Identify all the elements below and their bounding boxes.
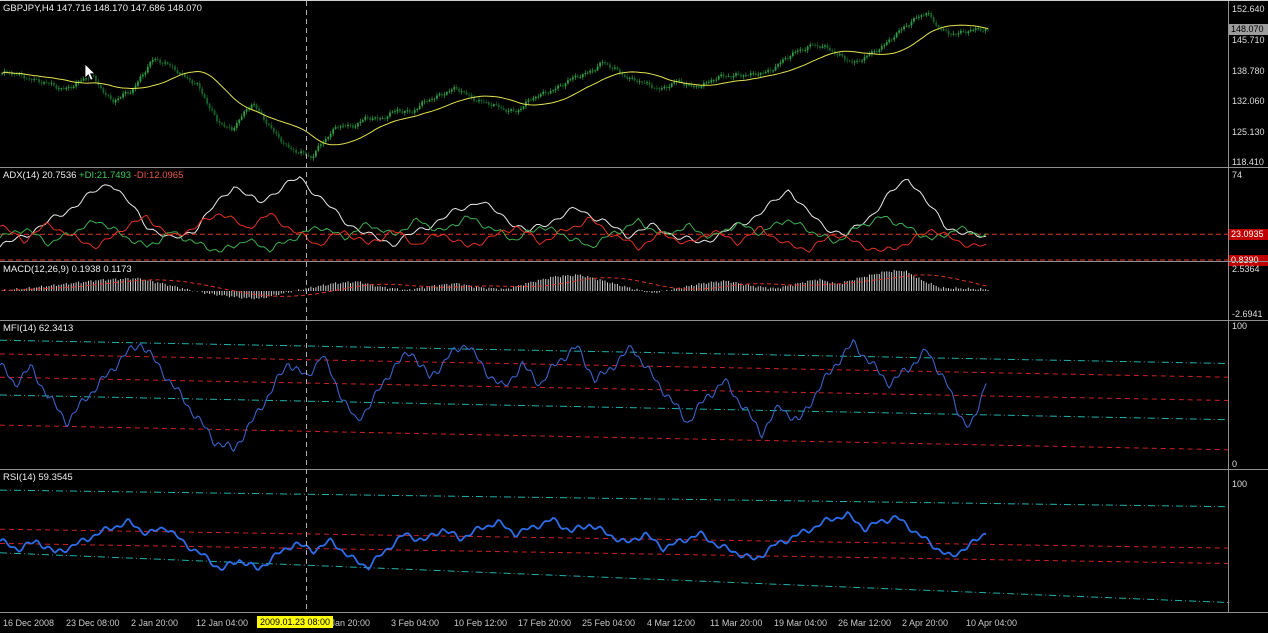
time-label: 2 Apr 20:00 — [902, 618, 949, 628]
time-label: 2 Jan 20:00 — [131, 618, 179, 628]
time-label: 19 Mar 04:00 — [774, 618, 828, 628]
scale-label: 100 — [1232, 321, 1248, 332]
scale-separator — [1228, 0, 1229, 612]
scale-label: 125.130 — [1232, 126, 1265, 137]
level-badge: 0.8390 — [1229, 255, 1268, 267]
scale-label: 145.710 — [1232, 34, 1265, 45]
scale-label: 132.060 — [1232, 95, 1265, 106]
time-label: 4 Mar 12:00 — [647, 618, 696, 628]
scale-label: 118.410 — [1232, 156, 1264, 167]
panel-separator[interactable] — [0, 261, 1268, 262]
price-chart-canvas[interactable] — [0, 1, 1228, 167]
selected-time-label: 2009.01.23 08:00 — [257, 616, 334, 628]
time-label: 17 Feb 20:00 — [518, 618, 572, 628]
axis-separator — [0, 612, 1268, 613]
macd-label: MACD(12,26,9) 0.1938 0.1173 — [3, 264, 132, 275]
scale-label: 0 — [1232, 458, 1238, 469]
mfi-label: MFI(14) 62.3413 — [3, 323, 74, 334]
scale-label: 152.640 — [1232, 3, 1265, 14]
time-axis[interactable]: 16 Dec 2008 23 Dec 08:00 2 Jan 20:00 12 Jan… — [0, 613, 1268, 633]
rsi-indicator-panel[interactable]: RSI(14) 59.3545 — [0, 470, 1228, 612]
time-label: 12 Jan 04:00 — [196, 618, 249, 628]
adx-indicator-panel[interactable]: ADX(14) 20.7536 +DI:21.7493 -DI:12.0965 — [0, 168, 1228, 261]
level-badge: 23.0935 — [1229, 229, 1268, 241]
scale-label: 100 — [1232, 479, 1248, 490]
mfi-canvas[interactable] — [0, 321, 1228, 469]
rsi-canvas[interactable] — [0, 470, 1228, 612]
adx-canvas[interactable] — [0, 168, 1228, 261]
adx-main-value: ADX(14) 20.7536 — [3, 170, 77, 181]
panel-separator[interactable] — [0, 469, 1268, 470]
macd-indicator-panel[interactable]: MACD(12,26,9) 0.1938 0.1173 — [0, 262, 1228, 320]
adx-plus-di-value: +DI:21.7493 — [76, 170, 132, 181]
crosshair-vertical-line[interactable] — [306, 1, 307, 612]
price-chart-panel[interactable]: GBPJPY,H4 147.716 148.170 147.686 148.07… — [0, 1, 1228, 167]
scale-label: 138.780 — [1232, 65, 1265, 76]
mfi-indicator-panel[interactable]: MFI(14) 62.3413 — [0, 321, 1228, 469]
price-scale-column[interactable]: 152.640 145.710 138.780 132.060 125.130 118.4… — [1229, 0, 1268, 612]
time-label: 10 Feb 12:00 — [454, 618, 508, 628]
scale-label: -2.6941 — [1232, 308, 1263, 319]
time-label: 3 Feb 04:00 — [391, 618, 440, 628]
panel-separator[interactable] — [0, 320, 1268, 321]
time-label: 10 Apr 04:00 — [966, 618, 1018, 628]
time-label: 23 Dec 08:00 — [66, 618, 120, 628]
panel-separator[interactable] — [0, 167, 1268, 168]
scale-label: 2.5364 — [1232, 264, 1260, 275]
time-label: 16 Dec 2008 — [3, 618, 55, 628]
time-label: 25 Feb 04:00 — [582, 618, 636, 628]
macd-canvas[interactable] — [0, 262, 1228, 320]
current-price-box: 148.070 — [1229, 24, 1268, 36]
adx-minus-di-value: -DI:12.0965 — [131, 170, 184, 181]
window-top-border — [0, 0, 1268, 1]
time-label: 26 Jan 20:00 — [318, 618, 371, 628]
time-label: 11 Mar 20:00 — [710, 618, 763, 628]
scale-label: 74 — [1232, 169, 1243, 180]
mouse-cursor — [85, 64, 96, 81]
adx-label: ADX(14) 20.7536 +DI:21.7493 -DI:12.0965 — [3, 170, 183, 181]
symbol-ohlc-label: GBPJPY,H4 147.716 148.170 147.686 148.07… — [3, 3, 202, 14]
time-label: 26 Mar 12:00 — [838, 618, 892, 628]
rsi-label: RSI(14) 59.3545 — [3, 472, 73, 483]
